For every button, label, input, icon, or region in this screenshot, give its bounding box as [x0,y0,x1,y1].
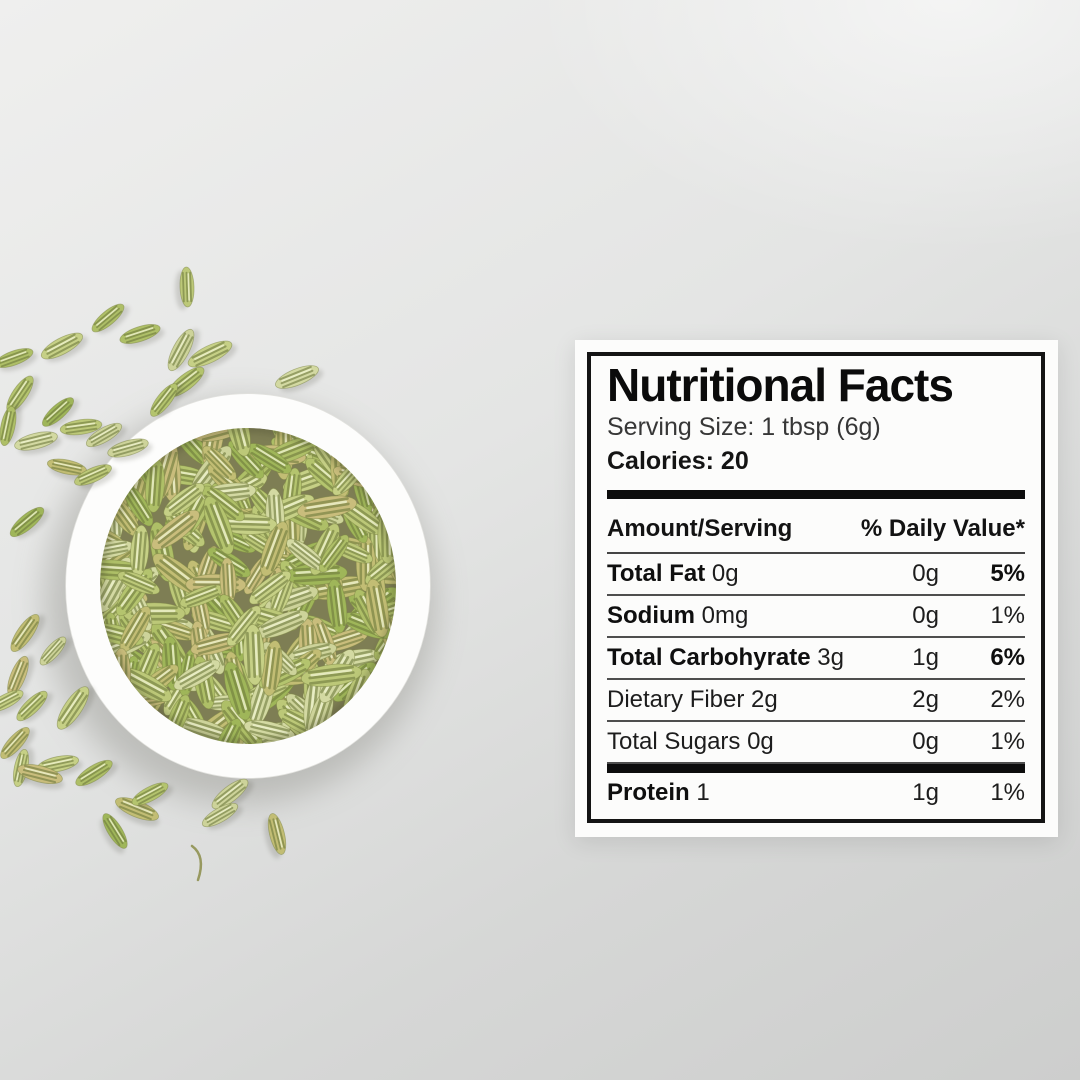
row-amount: 1g [912,644,939,671]
row-daily-value: 1% [990,728,1025,755]
row-name: Dietary Fiber 2g [607,686,778,713]
label-title: Nutritional Facts [607,359,954,411]
nutrition-row: Protein 1 1g 1% [607,773,1025,813]
serving-size-text: Serving Size: 1 tbsp (6g) [607,413,881,441]
nutrition-row: Sodium 0mg 0g 1% [607,596,1025,638]
scattered-seeds [0,266,324,882]
nutrition-label-card: Nutritional Facts Serving Size: 1 tbsp (… [575,340,1058,837]
row-daily-value: 6% [990,644,1025,671]
header-amount-serving: Amount/Serving [607,515,793,542]
nutrition-rows: Total Fat 0g 0g 5% Sodium 0mg 0g 1% Total Carb… [607,554,1025,813]
seed-bowl [65,393,431,779]
divider-thick-bottom [607,764,1025,773]
row-name: Sodium 0mg [607,602,749,629]
row-amount: 0g [912,560,939,587]
nutrition-row: Total Carbohyrate 3g 1g 6% [607,638,1025,680]
row-name: Total Sugars 0g [607,728,774,755]
nutrition-row: Dietary Fiber 2g 2g 2% [607,680,1025,722]
row-name: Protein 1 [607,779,710,806]
row-amount: 0g [912,602,939,629]
label-inner-border: Nutritional Facts Serving Size: 1 tbsp (… [587,352,1045,823]
row-daily-value: 5% [990,560,1025,587]
table-header-row: Amount/Serving % Daily Value* [607,499,1025,554]
row-daily-value: 2% [990,686,1025,713]
divider-thick-top [607,490,1025,499]
nutrition-row: Total Sugars 0g 0g 1% [607,722,1025,764]
row-amount: 1g [912,779,939,806]
row-amount: 0g [912,728,939,755]
nutrition-row: Total Fat 0g 0g 5% [607,554,1025,596]
row-daily-value: 1% [990,602,1025,629]
header-daily-value: % Daily Value* [860,515,1025,542]
row-name: Total Carbohyrate 3g [607,644,844,671]
row-amount: 2g [912,686,939,713]
row-name: Total Fat 0g [607,560,739,587]
calories-text: Calories: 20 [607,447,749,475]
row-daily-value: 1% [990,779,1025,806]
